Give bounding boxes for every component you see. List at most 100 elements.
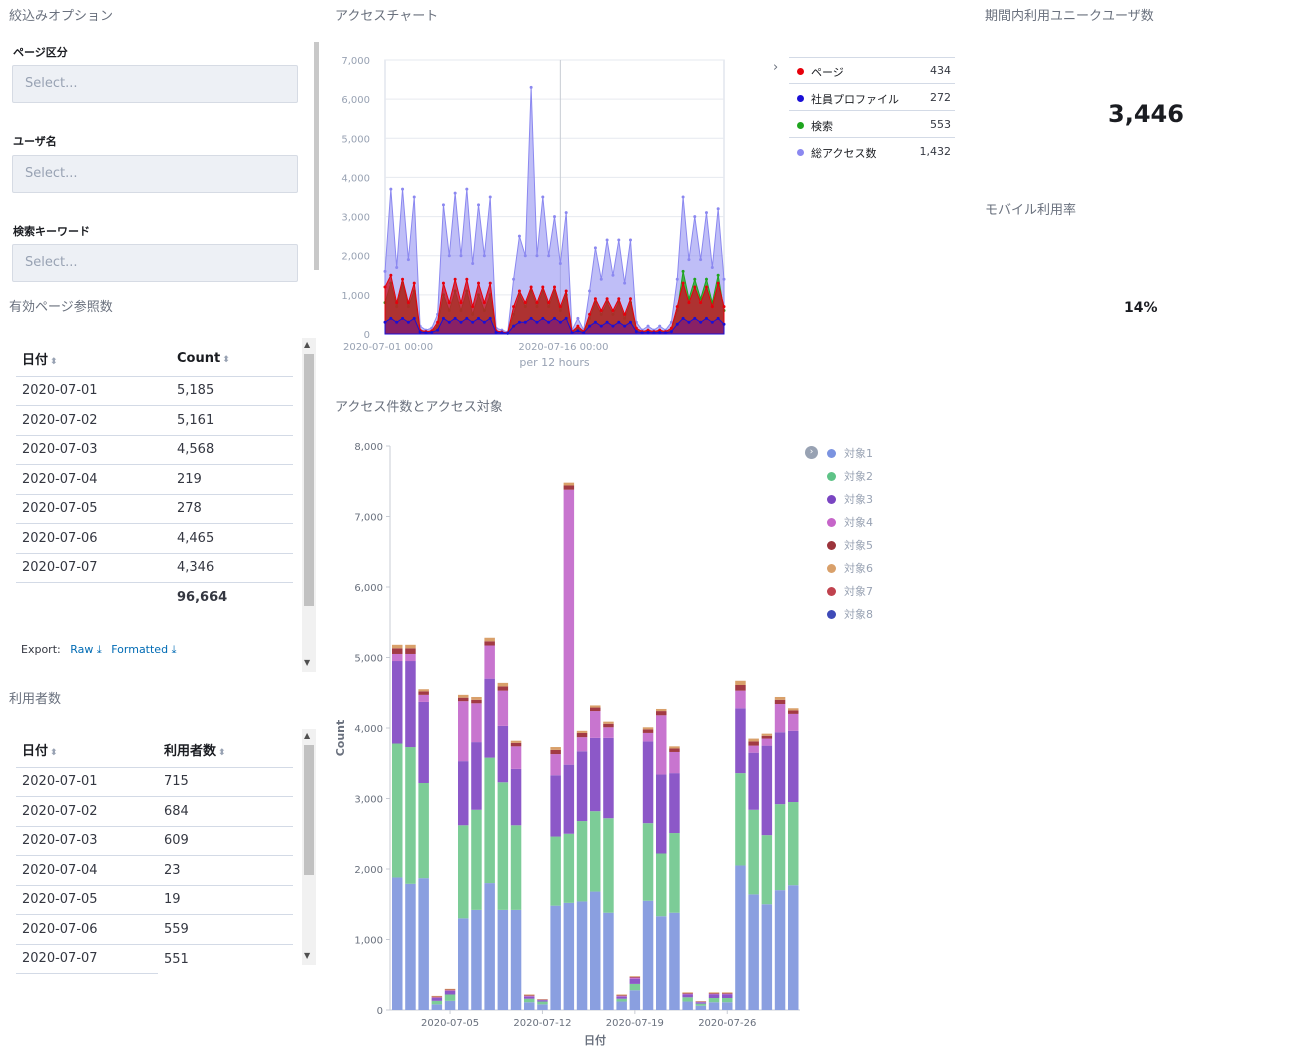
- legend-value: 553: [930, 118, 951, 131]
- data-point: [465, 187, 469, 191]
- bar-segment: [669, 746, 680, 749]
- column-header-users[interactable]: 利用者数 ⬍: [158, 733, 293, 768]
- data-point: [412, 316, 416, 320]
- data-point: [687, 320, 691, 324]
- data-point: [436, 328, 440, 332]
- sort-icon[interactable]: ⬍: [218, 748, 226, 759]
- data-point: [699, 301, 703, 305]
- legend-toggle-icon[interactable]: ›: [805, 446, 818, 459]
- data-point: [704, 316, 708, 320]
- bar-segment: [497, 782, 509, 910]
- y-tick-label: 3,000: [341, 213, 370, 224]
- x-tick-label: 2020-07-26: [698, 1018, 756, 1029]
- legend-item[interactable]: 対象8: [827, 606, 873, 622]
- bar-segment: [576, 901, 588, 1010]
- access-legend: ページ 434 社員プロファイル 272 検索 553 総アクセス数 1,432: [789, 57, 955, 167]
- legend-item[interactable]: 検索 553: [789, 112, 955, 138]
- legend-item[interactable]: 対象1: [827, 445, 873, 461]
- page-type-select[interactable]: Select...: [12, 65, 298, 103]
- scroll-up-icon[interactable]: ▲: [304, 731, 311, 740]
- user-name-select[interactable]: Select...: [12, 155, 298, 193]
- page-views-scrollbar[interactable]: ▲ ▼: [302, 338, 316, 672]
- legend-dot: [827, 610, 836, 619]
- legend-item[interactable]: 対象6: [827, 560, 873, 576]
- x-tick-label: 2020-07-16 00:00: [518, 342, 608, 353]
- bar-segment: [761, 738, 773, 746]
- bar-segment: [603, 912, 614, 1010]
- bar-segment: [722, 993, 733, 994]
- data-point: [605, 320, 609, 324]
- data-point: [471, 262, 475, 266]
- cell-date: 2020-07-02: [16, 796, 158, 827]
- data-point: [593, 320, 597, 324]
- legend-collapse-icon[interactable]: ›: [773, 60, 779, 75]
- data-point: [599, 309, 603, 313]
- data-point: [681, 281, 685, 285]
- export-raw-link[interactable]: Raw ⤓: [70, 643, 102, 656]
- bar-segment: [761, 735, 773, 739]
- table-row: 2020-07-02 684: [16, 796, 293, 827]
- legend-item[interactable]: ページ 434: [789, 58, 955, 84]
- column-header-date[interactable]: 日付 ⬍: [16, 733, 158, 768]
- bar-segment: [405, 883, 416, 1010]
- sort-icon[interactable]: ⬍: [222, 355, 230, 366]
- series-area: [384, 317, 725, 335]
- data-point: [541, 285, 545, 289]
- scroll-thumb[interactable]: [304, 745, 314, 875]
- sort-icon[interactable]: ⬍: [50, 748, 58, 759]
- bar-segment: [629, 983, 641, 991]
- legend-item[interactable]: 社員プロファイル 272: [789, 85, 955, 111]
- table-row: 2020-07-04 23: [16, 855, 293, 886]
- bar-segment: [748, 738, 759, 742]
- bar-segment: [458, 701, 469, 762]
- export-formatted-link[interactable]: Formatted ⤓: [111, 643, 176, 656]
- table-row: 2020-07-01 715: [16, 767, 293, 797]
- bar-segment: [695, 1005, 707, 1010]
- scroll-up-icon[interactable]: ▲: [304, 340, 311, 349]
- bar-segment: [471, 696, 482, 700]
- keyword-select[interactable]: Select...: [12, 244, 298, 282]
- data-point: [675, 322, 679, 326]
- bar-segment: [444, 990, 456, 991]
- scroll-thumb[interactable]: [304, 354, 314, 606]
- bar-segment: [497, 682, 509, 687]
- users-scrollbar[interactable]: ▲ ▼: [302, 729, 316, 965]
- column-header-count[interactable]: Count ⬍: [171, 342, 293, 377]
- data-point: [401, 277, 405, 281]
- data-point: [588, 289, 592, 293]
- bar-segment: [497, 690, 509, 726]
- unique-users-value: 3,446: [1108, 100, 1184, 128]
- data-point: [535, 254, 539, 258]
- table-total-row: 96,664: [16, 583, 293, 613]
- legend-item[interactable]: 対象4: [827, 514, 873, 530]
- legend-item[interactable]: 対象7: [827, 583, 873, 599]
- cell-users: 23: [158, 855, 293, 886]
- data-point: [693, 316, 697, 320]
- data-point: [628, 320, 632, 324]
- bar-segment: [576, 732, 588, 738]
- legend-item[interactable]: 対象2: [827, 468, 873, 484]
- scroll-down-icon[interactable]: ▼: [304, 951, 311, 960]
- bar-segment: [510, 909, 522, 1010]
- legend-name: 検索: [811, 120, 833, 133]
- bar-segment: [524, 995, 535, 997]
- sort-icon[interactable]: ⬍: [50, 357, 58, 368]
- legend-value: 434: [930, 64, 951, 77]
- column-header-date[interactable]: 日付 ⬍: [16, 342, 171, 377]
- bar-segment: [682, 992, 693, 994]
- bar-segment: [656, 715, 667, 775]
- bar-segment: [748, 894, 759, 1010]
- data-point: [465, 316, 469, 320]
- data-point: [494, 330, 498, 334]
- bar-segment: [695, 1003, 707, 1006]
- legend-item[interactable]: 対象5: [827, 537, 873, 553]
- legend-item[interactable]: 対象3: [827, 491, 873, 507]
- bar-segment: [550, 754, 561, 776]
- filter-scrollbar[interactable]: [314, 42, 319, 270]
- bar-segment: [629, 976, 641, 977]
- y-axis-label: Count: [334, 720, 347, 757]
- data-point: [582, 331, 586, 335]
- legend-item[interactable]: 総アクセス数 1,432: [789, 139, 955, 165]
- scroll-down-icon[interactable]: ▼: [304, 658, 311, 667]
- access-bar-chart: 0 1,000 2,000 3,000 4,000 5,000 6,000 7,000 8,00…: [334, 442, 800, 1047]
